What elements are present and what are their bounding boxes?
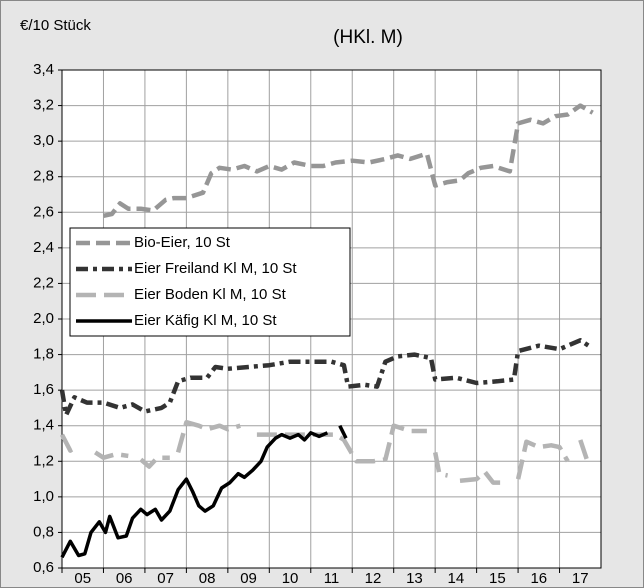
y-tick-label: 2,6 bbox=[33, 203, 54, 220]
y-tick-label: 1,8 bbox=[33, 346, 54, 363]
x-tick-label: 06 bbox=[116, 570, 133, 587]
y-tick-label: 2,2 bbox=[33, 274, 54, 291]
y-tick-label: 1,4 bbox=[33, 417, 54, 434]
x-tick-label: 13 bbox=[406, 570, 423, 587]
y-tick-label: 1,0 bbox=[33, 488, 54, 505]
legend: Bio-Eier, 10 St Eier Freiland Kl M, 10 St… bbox=[69, 227, 351, 337]
y-axis-label: €/10 Stück bbox=[20, 17, 91, 34]
plot-frame bbox=[61, 69, 602, 569]
y-tick-label: 3,4 bbox=[33, 61, 54, 78]
y-tick-label: 3,2 bbox=[33, 97, 54, 114]
x-tick-label: 11 bbox=[324, 570, 340, 587]
x-tick-label: 10 bbox=[282, 570, 299, 587]
y-tick-label: 3,0 bbox=[33, 132, 54, 149]
legend-label: Bio-Eier, 10 St bbox=[134, 234, 231, 251]
x-tick-label: 05 bbox=[74, 570, 91, 587]
series-line bbox=[60, 419, 591, 485]
y-tick-label: 1,2 bbox=[33, 452, 54, 469]
chart-title: (HKl. M) bbox=[333, 27, 403, 48]
legend-label: Eier Boden Kl M, 10 St bbox=[134, 286, 287, 303]
series-line bbox=[60, 424, 348, 559]
x-tick-label: 07 bbox=[157, 570, 174, 587]
x-tick-label: 15 bbox=[489, 570, 506, 587]
y-tick-label: 2,8 bbox=[33, 168, 54, 185]
y-tick-label: 0,6 bbox=[33, 559, 54, 576]
x-tick-label: 12 bbox=[365, 570, 382, 587]
y-tick-label: 1,6 bbox=[33, 381, 54, 398]
y-tick-label: 2,4 bbox=[33, 239, 54, 256]
y-tick-label: 0,8 bbox=[33, 523, 54, 540]
x-tick-label: 08 bbox=[199, 570, 216, 587]
legend-label: Eier Käfig Kl M, 10 St bbox=[134, 312, 277, 329]
legend-box bbox=[69, 227, 351, 337]
legend-label: Eier Freiland Kl M, 10 St bbox=[134, 260, 297, 277]
series-line bbox=[103, 103, 594, 219]
x-tick-label: 14 bbox=[448, 570, 465, 587]
x-tick-label: 09 bbox=[240, 570, 257, 587]
x-tick-label: 16 bbox=[530, 570, 547, 587]
series-line bbox=[59, 338, 590, 418]
x-tick-label: 17 bbox=[572, 570, 589, 587]
y-tick-label: 2,0 bbox=[33, 310, 54, 327]
